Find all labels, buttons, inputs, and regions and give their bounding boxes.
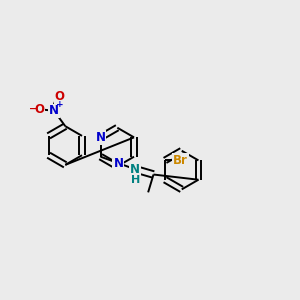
Text: N: N bbox=[49, 104, 59, 117]
Text: −: − bbox=[29, 104, 37, 114]
Text: N: N bbox=[130, 163, 140, 176]
Text: N: N bbox=[96, 131, 106, 144]
Text: N: N bbox=[112, 160, 122, 173]
Text: O: O bbox=[35, 103, 45, 116]
Text: O: O bbox=[54, 90, 64, 103]
Text: N: N bbox=[113, 157, 123, 170]
Text: +: + bbox=[56, 100, 64, 109]
Text: Br: Br bbox=[173, 154, 188, 167]
Text: H: H bbox=[131, 175, 140, 185]
